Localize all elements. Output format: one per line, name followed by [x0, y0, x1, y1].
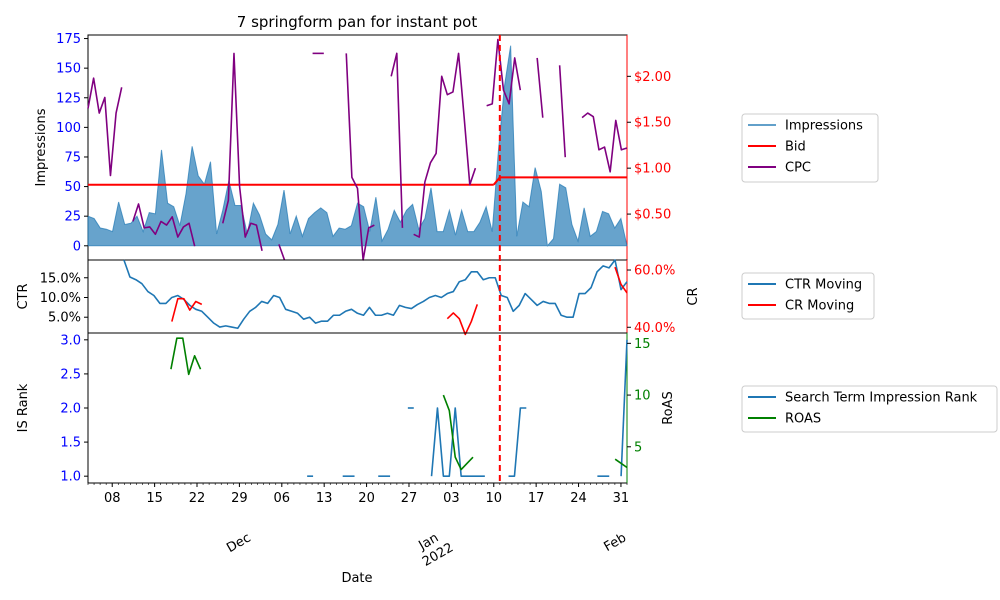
x-tick-label: 15: [146, 491, 163, 506]
search-term-impression-rank-line-run-7: [620, 339, 628, 477]
legend-middle: CTR Moving CR Moving: [741, 272, 875, 320]
top-left-axis-label: Impressions: [34, 108, 49, 186]
cpc-legend-label: CPC: [785, 161, 811, 176]
cpc-line-run-7: [413, 52, 477, 238]
x-tick-label: 27: [401, 491, 418, 506]
x-tick-label: 22: [189, 491, 206, 506]
impressions-bid-cpc-panel: 0 25 50 75 100 125 150 175 $0.50 $1.00 $1.50 $2.00 I…: [34, 32, 671, 261]
bottom-plot-frame: [87, 332, 628, 484]
middle-right-tick-label: 60.0%: [634, 264, 675, 279]
ctr-cr-panel: 5.0% 10.0% 15.0% 40.0% 60.0% CTR CR: [16, 259, 701, 336]
impressions-legend-label: Impressions: [785, 119, 863, 134]
bottom-right-axis-label: RoAS: [661, 391, 676, 425]
x-month-label: Dec: [224, 530, 253, 556]
middle-right-tick-label: 40.0%: [634, 321, 675, 336]
roas-legend-label: ROAS: [785, 412, 821, 427]
top-right-tick-label: $2.00: [634, 70, 671, 85]
roas-line-run-0: [170, 337, 202, 376]
x-month-label-group: Feb: [602, 530, 629, 555]
cpc-line-run-5: [345, 53, 375, 261]
rank-roas-panel: 1.0 1.5 2.0 2.5 3.0 5 10 15 IS Rank RoAS: [16, 332, 676, 485]
cr-moving-line-run-0: [171, 297, 203, 322]
middle-left-axis-label: CTR: [16, 283, 31, 309]
roas-line-run-1: [442, 394, 474, 471]
middle-left-tick-label: 5.0%: [48, 311, 81, 326]
bottom-right-tick-label: 15: [634, 337, 651, 352]
bottom-left-tick-label: 3.0: [60, 333, 81, 348]
x-tick-label: 20: [358, 491, 375, 506]
search-term-impression-rank-line-run-5: [508, 407, 527, 477]
middle-plot-frame: [87, 259, 628, 334]
bottom-left-tick-label: 2.5: [60, 367, 81, 382]
bottom-left-tick-label: 1.0: [60, 470, 81, 485]
top-left-tick-label: 150: [56, 62, 81, 77]
legend-top: Impressions Bid CPC: [741, 113, 879, 183]
search-term-impression-rank-line-run-4: [430, 407, 485, 477]
top-left-tick-label: 75: [64, 150, 81, 165]
cpc-line-run-8: [486, 38, 522, 107]
bottom-right-tick-label: 10: [634, 389, 651, 404]
x-tick-label: 06: [274, 491, 291, 506]
x-tick-label: 03: [443, 491, 460, 506]
x-tick-label: 17: [528, 491, 545, 506]
chart-title: 7 springform pan for instant pot: [237, 13, 478, 31]
x-tick-label: 13: [316, 491, 333, 506]
impressions-area: [87, 45, 628, 247]
search-term-impression-rank-legend-label: Search Term Impression Rank: [785, 391, 978, 406]
x-month-label: Feb: [602, 530, 629, 555]
roas-line-run-2: [614, 458, 628, 469]
cpc-line-run-2: [221, 52, 263, 251]
x-tick-label: 08: [104, 491, 121, 506]
x-month-label-group: Dec: [224, 530, 253, 556]
top-right-tick-label: $1.50: [634, 116, 671, 131]
top-left-tick-label: 0: [73, 239, 81, 254]
middle-right-axis-label: CR: [686, 287, 701, 305]
bid-legend-label: Bid: [785, 140, 806, 155]
x-tick-label: 29: [231, 491, 248, 506]
bottom-left-axis-label: IS Rank: [16, 383, 31, 432]
top-legend-box: [741, 113, 879, 183]
bottom-legend-box: [741, 385, 998, 433]
bottom-left-tick-label: 2.0: [60, 402, 81, 417]
middle-left-tick-label: 15.0%: [40, 271, 81, 286]
cpc-line-run-1: [132, 203, 196, 247]
cpc-line-run-9: [536, 57, 544, 118]
legend-bottom: Search Term Impression Rank ROAS: [741, 385, 998, 433]
x-tick-label: 24: [570, 491, 587, 506]
ctr-moving-line-run-0: [123, 259, 628, 330]
cpc-line-run-3: [278, 244, 286, 261]
top-left-tick-label: 25: [64, 210, 81, 225]
top-left-tick-label: 100: [56, 121, 81, 136]
bottom-right-tick-label: 5: [634, 440, 642, 455]
cpc-line-run-6: [390, 52, 404, 228]
cr-moving-line-run-2: [614, 266, 628, 294]
ctr-moving-legend-label: CTR Moving: [785, 278, 862, 293]
top-left-tick-label: 50: [64, 180, 81, 195]
x-tick-label: 10: [485, 491, 502, 506]
top-right-tick-label: $0.50: [634, 208, 671, 223]
cpc-line-run-0: [87, 77, 123, 177]
bottom-left-tick-label: 1.5: [60, 436, 81, 451]
x-axis-label: Date: [341, 571, 372, 586]
top-left-tick-label: 175: [56, 32, 81, 47]
cpc-line-run-10: [558, 65, 567, 158]
top-left-tick-label: 125: [56, 91, 81, 106]
middle-left-tick-label: 10.0%: [40, 291, 81, 306]
x-tick-label: 31: [613, 491, 630, 506]
bid-line-segment-1: [492, 176, 501, 186]
top-right-tick-label: $1.00: [634, 162, 671, 177]
cr-moving-legend-label: CR Moving: [785, 299, 854, 314]
cpc-line-run-11: [581, 112, 628, 173]
cr-moving-line-run-1: [446, 304, 479, 336]
